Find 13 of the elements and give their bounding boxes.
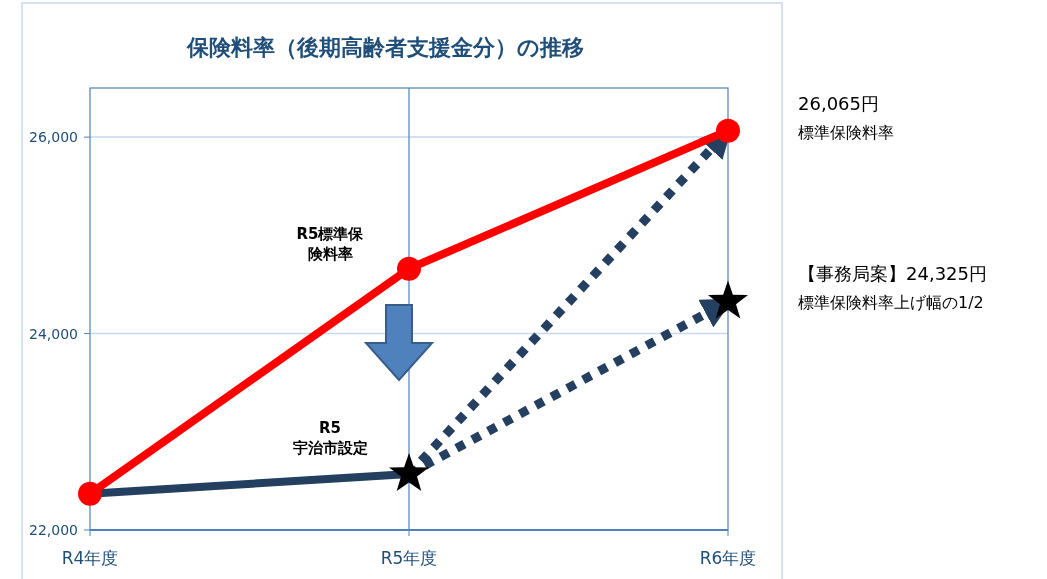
x-tick-label: R5年度	[380, 548, 438, 568]
text: 標準保険料率上げ幅の1/2	[798, 293, 984, 312]
text: 【事務局案】24,325円	[798, 263, 987, 284]
text: 標準保険料率	[798, 123, 894, 142]
x-tick-label: R4年度	[61, 548, 119, 568]
series-label: R5 宇治市設定	[291, 418, 369, 458]
y-tick-label: 26,000	[29, 129, 78, 146]
chart-title: 保険料率（後期高齢者支援金分）の推移	[185, 35, 584, 60]
y-tick-label: 24,000	[29, 325, 78, 342]
text: 26,065円	[798, 93, 879, 114]
y-tick-label: 22,000	[29, 522, 78, 538]
x-tick-label: R6年度	[699, 548, 757, 568]
text: R5標準保険料率	[295, 224, 365, 264]
